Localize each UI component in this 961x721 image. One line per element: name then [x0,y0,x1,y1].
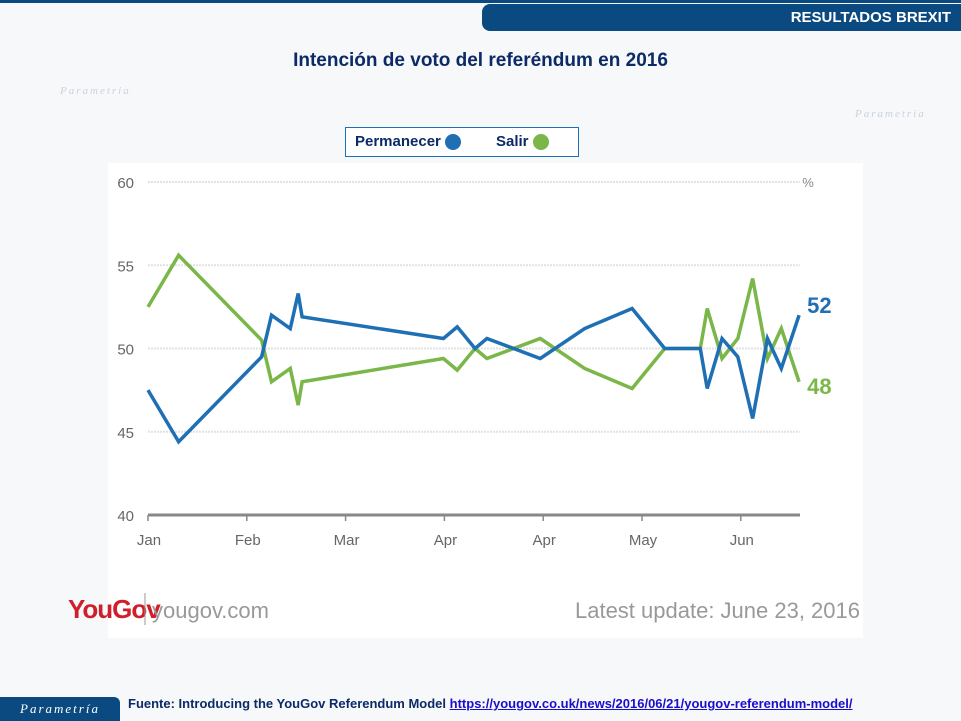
legend-dot [532,133,549,150]
end-label: 52 [807,293,831,318]
legend-item-permanecer: Permanecer [355,133,461,150]
chart-area: 40 45 50 55 60 Jan Feb Mar Apr Apr May Jun% 52 48 YouG… [68,163,863,638]
legend-label: Permanecer [355,133,441,150]
series-line-permanecer [146,293,801,445]
banner: RESULTADOS BREXIT [482,4,961,31]
x-tick-label: Jan [137,532,161,549]
parametria-logo: Parametría [0,697,120,721]
series-line-salir [146,252,801,406]
y-tick-label: 45 [117,425,134,442]
y-tick-label: 55 [117,258,134,275]
source-link[interactable]: https://yougov.co.uk/news/2016/06/21/you… [449,696,853,711]
x-tick-label: Apr [533,532,556,549]
watermark: Parametria [855,108,926,120]
legend-label: Salir [496,133,529,150]
line-chart: 40 45 50 55 60 Jan Feb Mar Apr Apr May Jun% 52 48 YouG… [68,175,860,625]
y-tick-label: 40 [117,508,134,525]
top-line [0,0,961,3]
yougov-site: yougov.com [152,598,269,623]
watermark: Parametria [60,85,131,97]
yougov-logo: YouGov [68,594,161,624]
y-unit-label: % [802,175,814,190]
page-title: Intención de voto del referéndum en 2016 [293,50,668,71]
end-label: 48 [807,374,831,399]
legend: Permanecer Salir [345,127,579,157]
y-tick-label: 50 [117,342,134,359]
source-note: Fuente: Introducing the YouGov Referendu… [128,696,853,711]
source-text: Fuente: Introducing the YouGov Referendu… [128,696,447,711]
y-tick-label: 60 [117,175,134,192]
x-tick-label: Mar [334,532,360,549]
x-tick-label: May [629,532,658,549]
update-text: Latest update: June 23, 2016 [575,598,860,623]
legend-dot [444,133,461,150]
x-tick-label: Jun [730,532,754,549]
x-tick-label: Apr [434,532,457,549]
x-tick-label: Feb [235,532,261,549]
legend-item-salir: Salir [496,133,549,150]
